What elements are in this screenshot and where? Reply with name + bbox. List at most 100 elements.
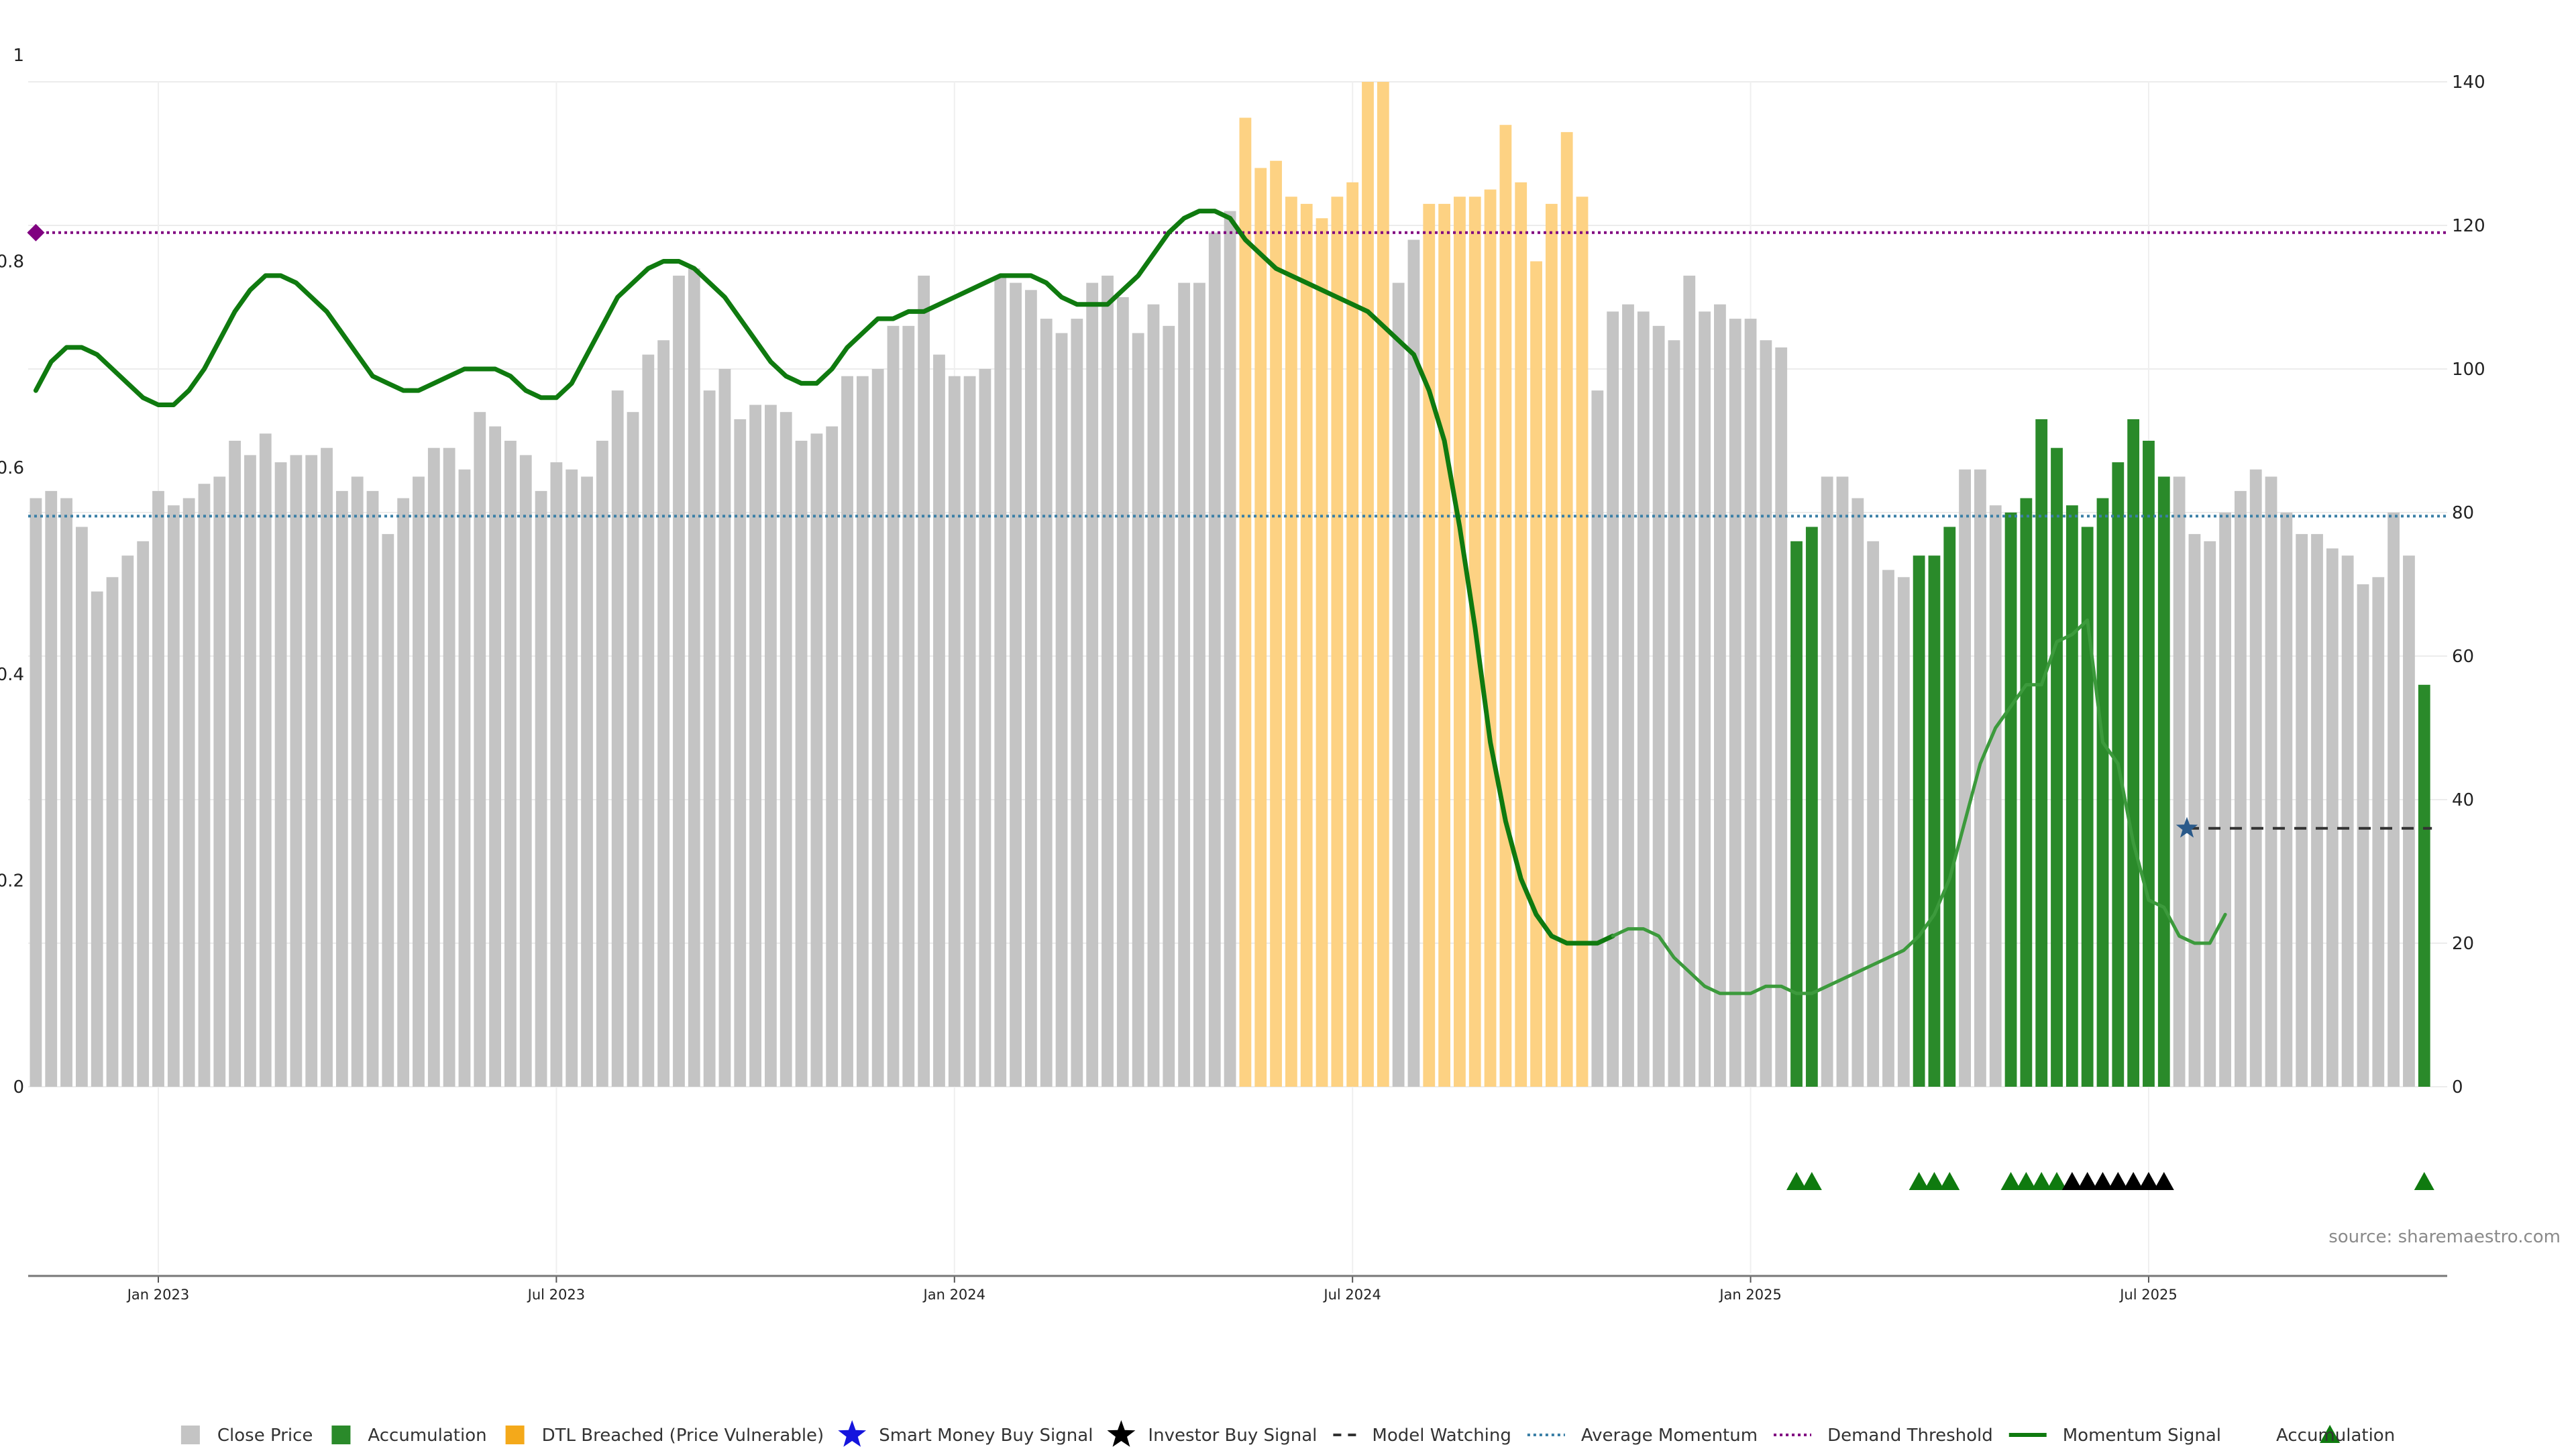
- legend-label: Accumulation: [368, 1426, 486, 1446]
- close-price-bar: [810, 433, 823, 1087]
- close-price-bar: [2204, 541, 2216, 1087]
- close-price-bar: [703, 390, 716, 1087]
- dtl-breached-bar: [1254, 168, 1267, 1087]
- close-price-bar: [259, 433, 272, 1087]
- close-price-bar: [688, 268, 700, 1087]
- close-price-bar: [198, 484, 211, 1087]
- close-price-bar: [1989, 505, 2002, 1087]
- x-tick-label: Jan 2025: [1718, 1287, 1782, 1303]
- right-tick-label: 60: [2452, 647, 2474, 667]
- legend-label: Momentum Signal: [2063, 1426, 2221, 1446]
- close-price-bar: [1055, 333, 1068, 1087]
- dtl-breached-bar: [1377, 82, 1389, 1087]
- legend-label: Investor Buy Signal: [1148, 1426, 1317, 1446]
- dtl-breached-bar: [1515, 182, 1527, 1087]
- right-tick-label: 100: [2452, 360, 2485, 380]
- close-price-bar: [1897, 577, 1910, 1087]
- accumulation-bar: [2143, 441, 2155, 1087]
- close-price-bar: [918, 275, 930, 1087]
- dtl-breached-bar: [1560, 131, 1573, 1087]
- accumulation-marker: [2000, 1172, 2021, 1190]
- close-price-bar: [2249, 469, 2262, 1087]
- legend-item: DTL Breached (Price Vulnerable): [505, 1426, 824, 1446]
- close-price-bar: [2357, 584, 2369, 1087]
- close-price-bar: [213, 476, 226, 1087]
- close-price-bar: [642, 354, 655, 1087]
- accumulation-bar: [1943, 527, 1956, 1087]
- close-price-bar: [91, 591, 103, 1087]
- close-price-bar: [795, 441, 808, 1087]
- accumulation-bar: [2035, 419, 2048, 1087]
- x-tick-label: Jul 2025: [2118, 1287, 2177, 1303]
- close-price-bar: [673, 275, 685, 1087]
- accumulation-bar: [2065, 505, 2078, 1087]
- investor-buy-marker: [2123, 1172, 2144, 1190]
- close-price-bar: [1729, 319, 1741, 1087]
- legend-star: [838, 1420, 867, 1447]
- accumulation-bar: [2157, 476, 2170, 1087]
- legend-label: Smart Money Buy Signal: [879, 1426, 1093, 1446]
- close-price-bar: [841, 376, 853, 1087]
- accumulation-bar: [2081, 527, 2094, 1087]
- close-price-bar: [382, 534, 394, 1087]
- dtl-breached-bar: [1454, 197, 1466, 1087]
- close-price-bar: [290, 455, 303, 1087]
- close-price-bar: [1775, 347, 1788, 1087]
- accumulation-bar: [2051, 447, 2063, 1087]
- close-price-bar: [1699, 311, 1711, 1087]
- close-price-bar: [167, 505, 180, 1087]
- close-price-bar: [2403, 555, 2415, 1087]
- close-price-bar: [1882, 570, 1894, 1087]
- accumulation-marker: [1801, 1172, 1822, 1190]
- dtl-breached-bar: [1300, 203, 1313, 1087]
- close-price-bar: [1163, 325, 1175, 1087]
- accumulation-bar: [2020, 498, 2033, 1087]
- close-price-bar: [474, 412, 486, 1087]
- close-price-bar: [1652, 325, 1665, 1087]
- accumulation-bar: [2004, 513, 2017, 1087]
- accumulation-marker: [1909, 1172, 1929, 1190]
- right-tick-label: 20: [2452, 934, 2474, 954]
- x-tick-label: Jan 2023: [126, 1287, 190, 1303]
- close-price-bar: [765, 405, 777, 1087]
- dtl-breached-bar: [1499, 125, 1512, 1087]
- close-price-bar: [2234, 490, 2247, 1087]
- accumulation-bar: [1913, 555, 1925, 1087]
- close-price-bar: [75, 527, 88, 1087]
- close-price-bar: [2280, 513, 2293, 1087]
- dtl-breached-bar: [1545, 203, 1558, 1087]
- legend-item: Smart Money Buy Signal: [838, 1420, 1093, 1447]
- close-price-bar: [1668, 340, 1680, 1087]
- close-price-bar: [1714, 304, 1726, 1087]
- close-price-bar: [504, 441, 517, 1087]
- close-price-bar: [1683, 275, 1696, 1087]
- close-price-bar: [335, 490, 348, 1087]
- close-price-bar: [244, 455, 256, 1087]
- left-tick-label: 1: [13, 46, 24, 66]
- x-tick-label: Jan 2024: [922, 1287, 986, 1303]
- accumulation-bar: [2127, 419, 2140, 1087]
- close-price-bar: [519, 455, 532, 1087]
- legend-label: Close Price: [217, 1426, 313, 1446]
- legend-label: Model Watching: [1372, 1426, 1511, 1446]
- close-price-bar: [2173, 476, 2186, 1087]
- dtl-breached-bar: [1362, 82, 1374, 1087]
- accumulation-marker: [2031, 1172, 2052, 1190]
- close-price-bar: [351, 476, 364, 1087]
- legend-item: Momentum Signal: [2008, 1426, 2221, 1446]
- legend-label: Average Momentum: [1581, 1426, 1758, 1446]
- accumulation-marker: [2047, 1172, 2068, 1190]
- close-price-bar: [657, 340, 670, 1087]
- close-price-bar: [1178, 282, 1191, 1087]
- close-price-bar: [535, 490, 547, 1087]
- close-price-bar: [2296, 534, 2308, 1087]
- overlay-lines: [27, 209, 2447, 996]
- legend-item: Accumulation: [331, 1426, 487, 1446]
- close-price-bar: [1760, 340, 1772, 1087]
- close-price-bar: [2326, 548, 2339, 1087]
- close-price-bar: [1591, 390, 1604, 1087]
- close-price-bar: [780, 412, 792, 1087]
- close-price-bar: [106, 577, 119, 1087]
- legend-swatch: [505, 1426, 525, 1444]
